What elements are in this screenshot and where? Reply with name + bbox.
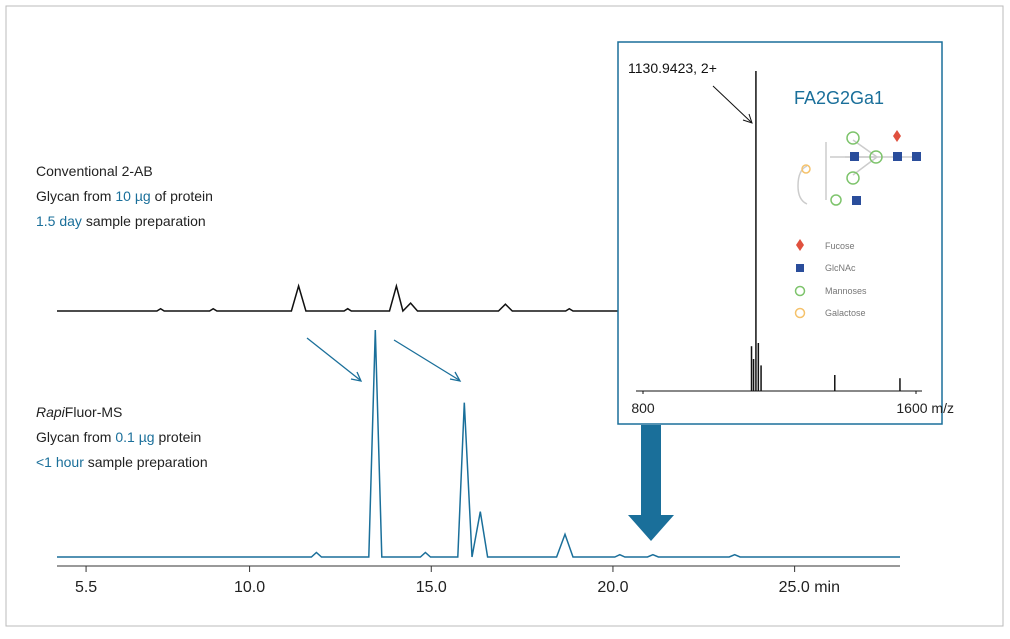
arrow [393, 339, 460, 381]
peak-arrows [306, 337, 462, 382]
label: 1.5 day sample preparation [36, 213, 206, 229]
highlight: 1.5 day [36, 213, 82, 229]
text: of protein [151, 188, 213, 204]
text: Fluor-MS [65, 404, 123, 420]
glcnac [850, 152, 859, 161]
label: RapiFluor-MS [36, 404, 122, 420]
x-tick-label: 15.0 [416, 579, 447, 596]
legend-label: Galactose [825, 308, 866, 318]
text: sample preparation [84, 454, 208, 470]
legend-icon [794, 285, 806, 297]
x-tick-label: 800 [631, 400, 655, 416]
arrow-head [350, 371, 363, 382]
x-tick-label: 20.0 [597, 579, 628, 596]
legend-label: GlcNAc [825, 263, 856, 273]
x-tick-label: 10.0 [234, 579, 265, 596]
mannose [830, 194, 842, 206]
pointer-head [742, 113, 753, 124]
x-tick-label: 25.0 min [779, 579, 840, 596]
highlight: <1 hour [36, 454, 84, 470]
label: <1 hour sample preparation [36, 454, 208, 470]
highlight: 10 µg [115, 188, 150, 204]
legend-icon [796, 239, 804, 251]
bond [852, 156, 878, 176]
big-arrow [628, 425, 674, 541]
text: protein [155, 429, 202, 445]
peak-label: 1130.9423, 2+ [628, 60, 717, 76]
fucose [893, 130, 901, 142]
glycan-legend: Fucose GlcNAc Mannoses Galactose [794, 239, 867, 319]
glcnac [893, 152, 902, 161]
legend-icon [794, 307, 806, 319]
x-tick-label: 5.5 [75, 579, 97, 596]
glycan-name: FA2G2Ga1 [794, 88, 884, 108]
label: Glycan from 10 µg of protein [36, 188, 213, 204]
galactose [801, 164, 811, 174]
pointer [712, 85, 752, 123]
mannose [846, 171, 860, 185]
mannose [869, 150, 883, 164]
glycan-structure [797, 130, 921, 206]
label: Conventional 2-AB [36, 163, 153, 179]
text: Glycan from [36, 429, 115, 445]
inset-box [617, 41, 943, 425]
arrow-head [449, 371, 462, 382]
mannose [846, 131, 860, 145]
arrow [306, 337, 361, 381]
highlight: 0.1 µg [115, 429, 154, 445]
glcnac [852, 196, 861, 205]
glcnac [912, 152, 921, 161]
label: Glycan from 0.1 µg protein [36, 429, 201, 445]
legend-label: Fucose [825, 241, 855, 251]
text: Rapi [36, 404, 66, 420]
x-tick-label: 1600 m/z [896, 400, 954, 416]
text: Glycan from [36, 188, 115, 204]
trace [57, 283, 650, 313]
chromatogram: 5.5 10.0 15.0 20.0 25.0 min [57, 283, 900, 596]
spectrum: 800 1600 m/z [631, 71, 954, 416]
legend-icon [796, 264, 804, 272]
legend-label: Mannoses [825, 286, 867, 296]
trace [57, 329, 900, 558]
text: sample preparation [82, 213, 206, 229]
